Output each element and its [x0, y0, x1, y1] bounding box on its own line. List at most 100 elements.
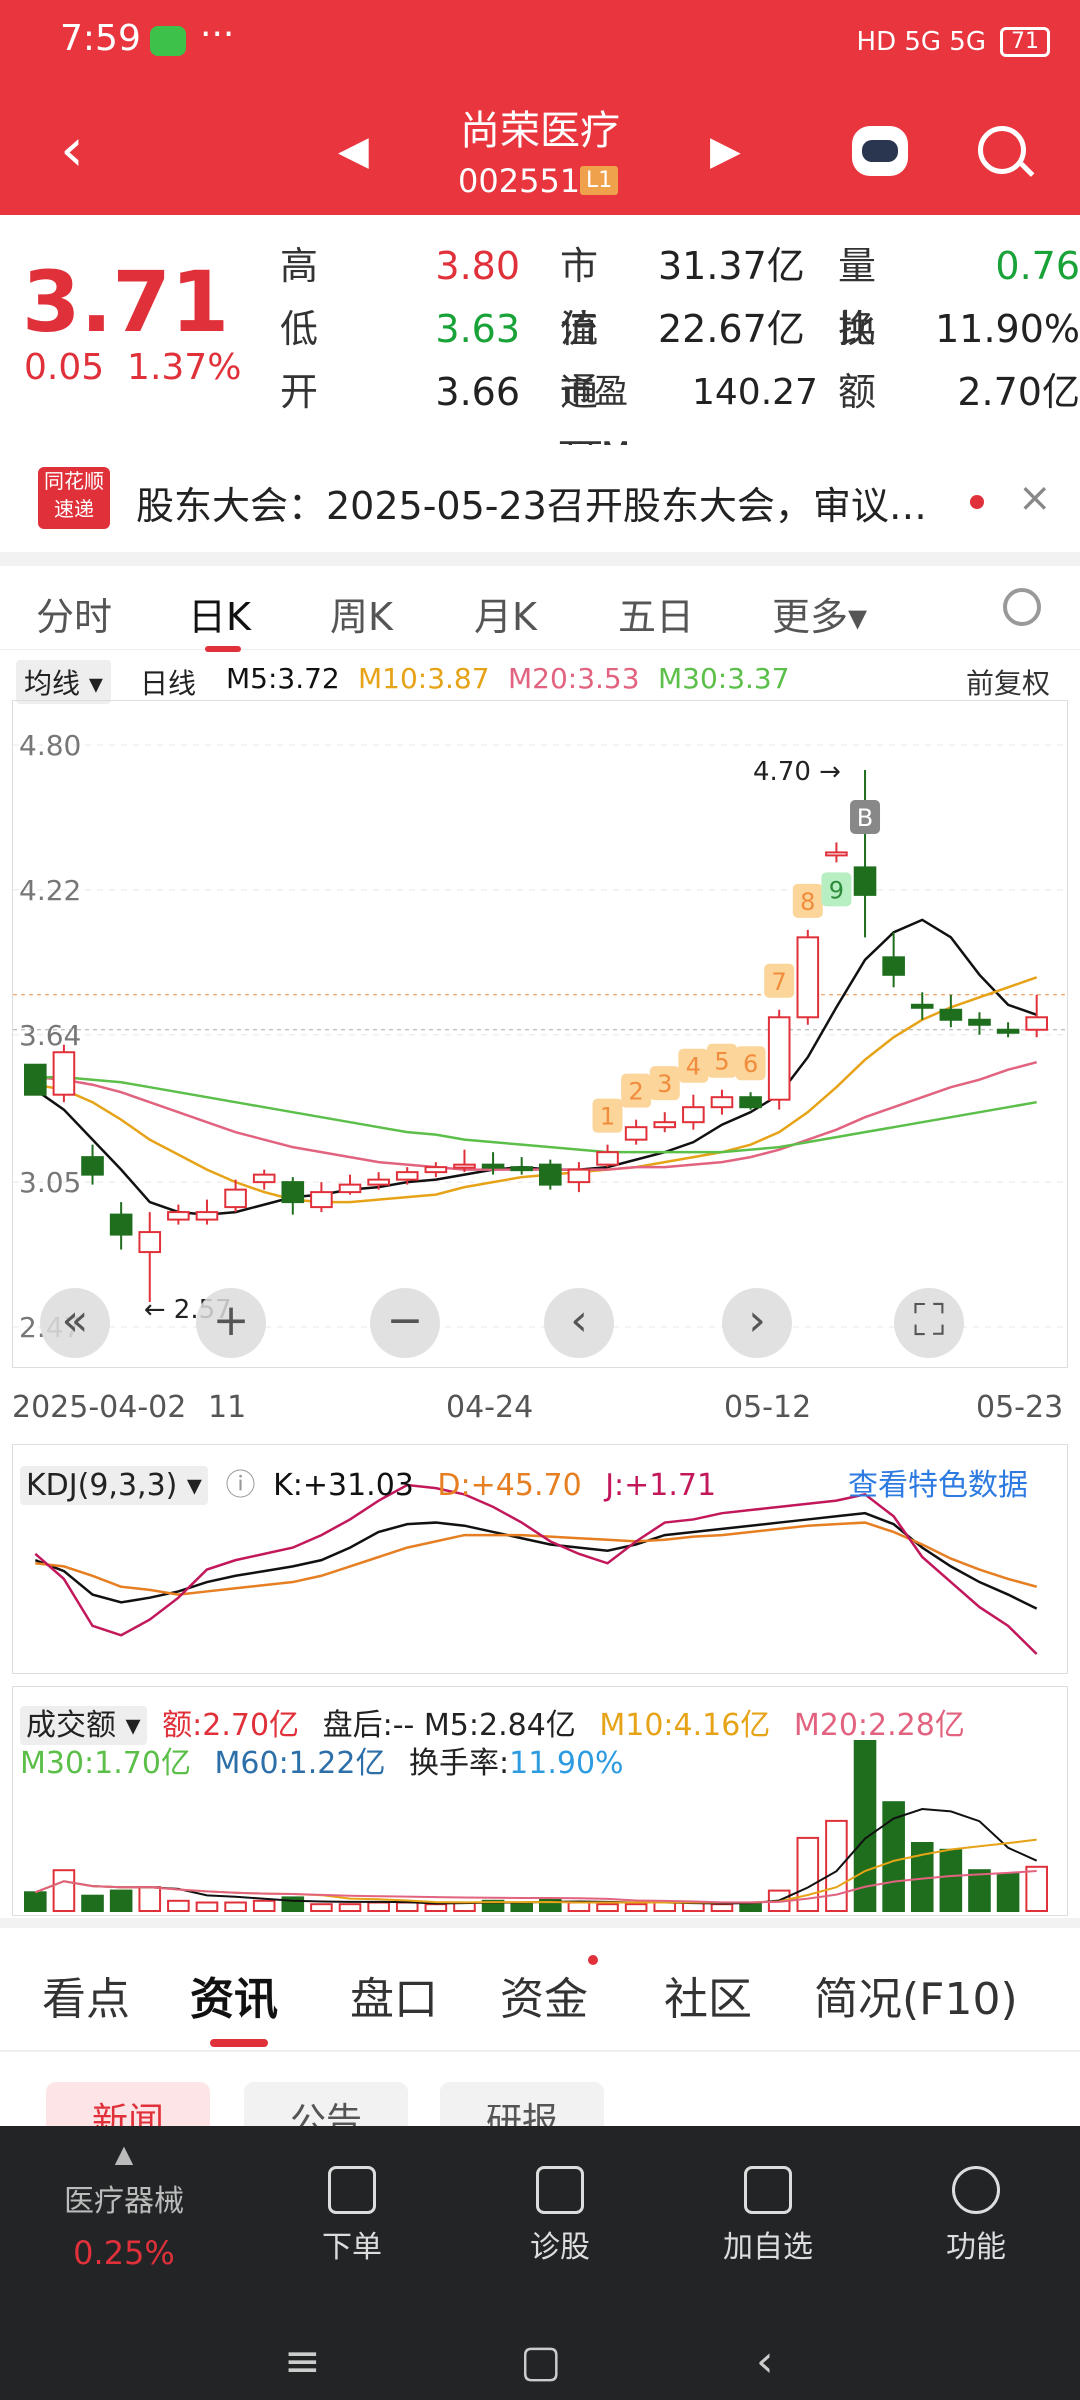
- candle-body: [739, 1096, 762, 1109]
- close-icon[interactable]: ×: [1018, 475, 1052, 521]
- volume-selector[interactable]: 成交额 ▾: [20, 1706, 147, 1745]
- volume-bar: [1025, 1865, 1048, 1913]
- view-feature-data-link[interactable]: 查看特色数据: [848, 1468, 1028, 1503]
- news-logo-top: 同花顺: [44, 469, 104, 493]
- function-button[interactable]: 功能: [896, 2156, 1056, 2266]
- settings-icon[interactable]: [1003, 588, 1041, 626]
- signal-tag: [821, 872, 852, 907]
- vol-amount: 额:2.70亿: [162, 1708, 300, 1743]
- kdj-chart[interactable]: [12, 1444, 1068, 1674]
- y-tick-label: 4.22: [19, 874, 81, 907]
- order-button[interactable]: 下单: [272, 2156, 432, 2266]
- tab-capital[interactable]: 资金: [500, 1974, 588, 2025]
- tab-news-info[interactable]: 资讯: [190, 1974, 278, 2025]
- vol-ratio-label: 量比: [838, 244, 877, 351]
- sector-name: 医疗器械: [64, 2184, 184, 2219]
- high-label: 高: [280, 244, 319, 288]
- tab-weekly-k[interactable]: 周K: [330, 595, 393, 639]
- status-time: 7:59: [60, 18, 141, 59]
- volume-bar: [882, 1801, 905, 1912]
- volume-chart[interactable]: [12, 1686, 1068, 1916]
- menu-nav-icon[interactable]: ≡: [284, 2336, 321, 2387]
- active-tab-indicator: [205, 646, 241, 652]
- turnover-label: 换: [838, 307, 877, 351]
- ma30-value: M30:3.37: [658, 662, 790, 695]
- tab-daily-k[interactable]: 日K: [188, 595, 251, 639]
- news-logo: 同花顺 速递: [38, 467, 110, 529]
- volume-bar: [252, 1899, 276, 1913]
- kline-chart[interactable]: 4.804.223.643.052.47123456789B4.70 →← 2.…: [12, 700, 1068, 1368]
- candle-body: [109, 1213, 133, 1236]
- signal-label: 2: [628, 1078, 643, 1106]
- search-icon[interactable]: [978, 126, 1026, 174]
- back-nav-icon[interactable]: ‹: [756, 2336, 774, 2387]
- robot-assistant-icon[interactable]: [852, 126, 908, 176]
- date-label-0523: 05-23: [976, 1390, 1064, 1425]
- next-stock-icon[interactable]: ▶: [710, 128, 741, 174]
- volume-svg: [24, 1740, 1048, 1913]
- info-tabs: 看点 资讯 盘口 资金 社区 简况(F10): [0, 1925, 1080, 2055]
- candle-body: [252, 1173, 276, 1184]
- divider: [0, 2050, 1080, 2052]
- scroll-right-icon[interactable]: ›: [722, 1288, 792, 1358]
- date-label-start: 2025-04-02: [12, 1390, 187, 1425]
- diagnose-button[interactable]: 诊股: [480, 2156, 640, 2266]
- news-logo-bottom: 速递: [54, 497, 94, 521]
- diagnose-icon: [536, 2166, 584, 2214]
- zoom-out-icon[interactable]: −: [370, 1288, 440, 1358]
- help-icon[interactable]: ⓘ: [225, 1468, 256, 1503]
- signal-label: 4: [686, 1053, 701, 1081]
- diagnose-label: 诊股: [530, 2230, 590, 2265]
- tab-five-day[interactable]: 五日: [618, 595, 695, 639]
- candle-body: [24, 1063, 47, 1096]
- signal-tag: [621, 1073, 652, 1108]
- zoom-in-icon[interactable]: +: [196, 1288, 266, 1358]
- volume-bar: [195, 1901, 219, 1912]
- tab-more[interactable]: 更多▾: [772, 595, 868, 639]
- adjust-label[interactable]: 前复权: [966, 667, 1051, 700]
- home-nav-icon[interactable]: ▢: [520, 2336, 562, 2387]
- volume-bar: [81, 1894, 104, 1912]
- signal-label: 7: [772, 968, 787, 996]
- mktcap-value: 31.37亿: [658, 244, 805, 288]
- date-label-0512: 05-12: [724, 1390, 812, 1425]
- signal-tag: [706, 1043, 737, 1078]
- back-icon[interactable]: ‹: [60, 115, 84, 185]
- signal-tag: [592, 1098, 623, 1133]
- prev-stock-icon[interactable]: ◀: [338, 128, 369, 174]
- unread-dot-icon: [970, 495, 984, 509]
- tab-profile-f10[interactable]: 简况(F10): [814, 1974, 1018, 2025]
- fullscreen-icon[interactable]: ⛶: [894, 1288, 964, 1358]
- volume-bar: [624, 1903, 648, 1912]
- signal-label: 8: [800, 888, 815, 916]
- tab-highlights[interactable]: 看点: [42, 1974, 130, 2025]
- candle-body: [968, 1018, 991, 1026]
- kline-svg: 4.804.223.643.052.47123456789B4.70 →← 2.…: [13, 729, 1067, 1344]
- ma-line-m10: [35, 976, 1038, 1204]
- candle-body: [710, 1096, 734, 1109]
- scroll-left-icon[interactable]: ‹: [544, 1288, 614, 1358]
- function-icon: [952, 2166, 1000, 2214]
- volume-bar: [24, 1891, 47, 1913]
- battery-icon: 71: [1000, 27, 1050, 57]
- kdj-selector[interactable]: KDJ(9,3,3) ▾: [20, 1466, 208, 1505]
- shrink-icon[interactable]: «: [40, 1288, 110, 1358]
- volume-bar: [52, 1869, 76, 1912]
- bottom-action-bar: ▲ 医疗器械 0.25% 下单 诊股 加自选 功能 ≡ ▢ ‹: [0, 2126, 1080, 2400]
- sector-item[interactable]: ▲ 医疗器械 0.25%: [44, 2140, 204, 2272]
- add-watchlist-button[interactable]: 加自选: [688, 2156, 848, 2266]
- candle-body: [424, 1166, 448, 1174]
- news-ticker[interactable]: 同花顺 速递 股东大会：2025-05-23召开股东大会，审议… ×: [0, 445, 1080, 555]
- tab-monthly-k[interactable]: 月K: [474, 595, 537, 639]
- kdj-line-j_series: [34, 1483, 1038, 1655]
- vol-m20: M20:2.28亿: [793, 1708, 965, 1743]
- ma-selector[interactable]: 均线 ▾: [16, 660, 111, 704]
- candle-body: [167, 1211, 190, 1221]
- tab-intraday[interactable]: 分时: [36, 595, 113, 639]
- signal-label: B: [857, 804, 873, 832]
- candle-body: [195, 1211, 219, 1221]
- tab-order-book[interactable]: 盘口: [350, 1974, 438, 2025]
- tab-community[interactable]: 社区: [664, 1974, 752, 2025]
- ma-legend: 均线 ▾ 日线 M5:3.72 M10:3.87 M20:3.53 M30:3.…: [0, 660, 1080, 704]
- news-text[interactable]: 股东大会：2025-05-23召开股东大会，审议…: [136, 484, 927, 528]
